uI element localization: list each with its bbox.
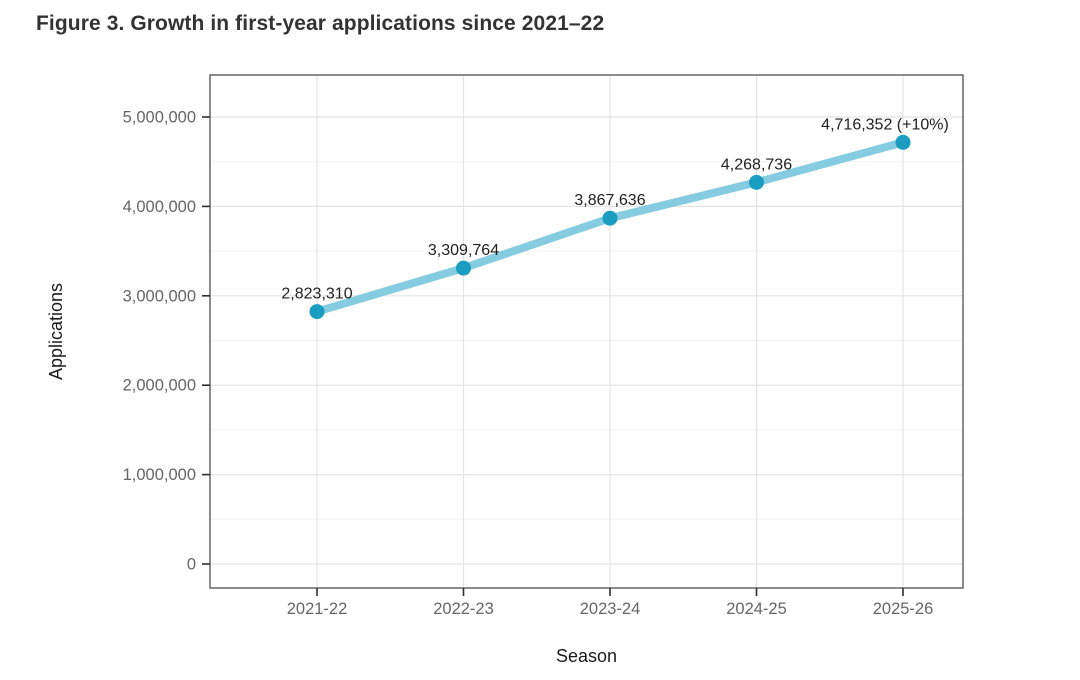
y-tick-label: 4,000,000	[123, 198, 196, 216]
gridlines-major	[210, 75, 963, 588]
point-label: 3,309,764	[428, 242, 499, 259]
axis-tick-marks	[202, 116, 904, 596]
data-series	[309, 134, 911, 320]
x-tick-label: 2025-26	[873, 600, 934, 618]
y-axis-title: Applications	[46, 283, 66, 380]
gridlines-minor	[210, 161, 963, 520]
y-axis-tick-labels: 0 1,000,000 2,000,000 3,000,000 4,000,000 5,0…	[123, 109, 196, 574]
data-point-2022-23	[456, 260, 471, 276]
x-tick-label: 2023-24	[580, 600, 641, 618]
x-axis-tick-labels: 2021-22 2022-23 2023-24 2024-25 2025-26	[287, 600, 934, 618]
figure-title: Figure 3. Growth in first-year applicati…	[36, 12, 605, 35]
x-tick-label: 2021-22	[287, 600, 348, 618]
point-label: 2,823,310	[281, 286, 352, 303]
data-point-2024-25	[749, 174, 764, 190]
x-tick-label: 2024-25	[726, 600, 787, 618]
y-tick-label: 0	[187, 556, 196, 574]
data-point-2021-22	[309, 304, 325, 320]
y-tick-label: 1,000,000	[123, 466, 196, 484]
y-tick-label: 3,000,000	[123, 287, 196, 305]
point-label: 4,716,352 (+10%)	[821, 116, 949, 133]
data-point-2025-26	[895, 134, 911, 150]
point-label: 4,268,736	[721, 156, 792, 173]
x-axis-title: Season	[556, 646, 617, 666]
plot-panel-border	[209, 74, 964, 589]
y-tick-label: 5,000,000	[123, 109, 196, 127]
point-label: 3,867,636	[574, 192, 645, 209]
y-tick-label: 2,000,000	[123, 377, 196, 395]
data-point-labels: 2,823,310 3,309,764 3,867,636 4,268,736 4,71…	[281, 116, 948, 302]
x-tick-label: 2022-23	[433, 600, 494, 618]
data-point-2023-24	[602, 210, 618, 226]
